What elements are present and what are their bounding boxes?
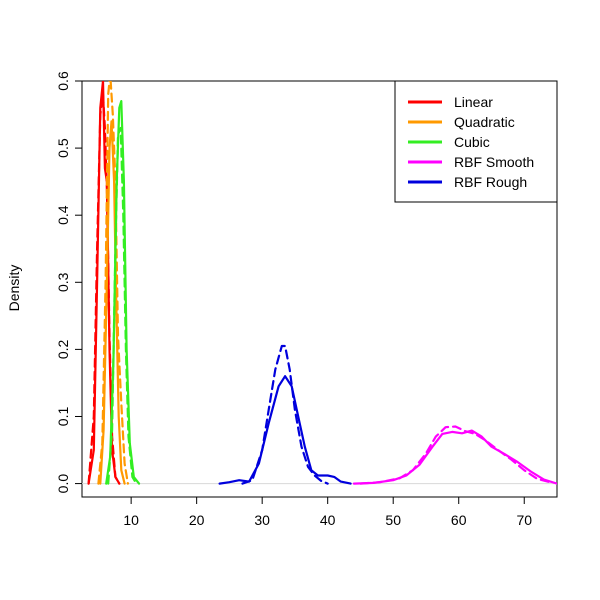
y-tick-label: 0.0 [55,474,71,494]
y-tick-label: 0.2 [55,339,71,359]
x-tick-label: 30 [254,512,270,528]
legend-label: Quadratic [454,114,515,130]
x-tick-label: 20 [189,512,205,528]
series-line-quadratic-solid [99,120,126,485]
series-line-linear-dashed [87,93,121,485]
x-tick-label: 10 [123,512,139,528]
series-line-cubic-dashed [107,126,138,485]
series-line-quadratic-dashed [97,81,130,485]
x-tick-label: 50 [385,512,401,528]
y-tick-label: 0.3 [55,272,71,292]
y-axis-title: Density [6,265,22,312]
y-tick-label: 0.1 [55,407,71,427]
x-tick-label: 40 [320,512,336,528]
y-tick-label: 0.6 [55,71,71,91]
axes: 10 20 30 40 50 60 70 0.0 0.1 0.2 0.3 0.4 0.5 0.6 [55,71,558,528]
plot-frame [81,80,558,498]
series-line-rbf-smooth-dashed [359,425,552,485]
legend-label: Cubic [454,134,490,150]
density-curves [87,81,557,485]
y-tick-label: 0.4 [55,205,71,225]
series-line-rbf-smooth-solid [352,429,557,485]
legend-label: RBF Smooth [454,154,534,170]
x-tick-label: 70 [516,512,532,528]
legend: Linear Quadratic Cubic RBF Smooth RBF Rough [394,80,558,203]
series-line-rbf-rough-solid [218,375,352,485]
x-tick-label: 60 [451,512,467,528]
y-tick-label: 0.5 [55,138,71,158]
legend-label: Linear [454,94,493,110]
legend-label: RBF Rough [454,174,527,190]
series-line-rbf-rough-dashed [241,344,329,485]
